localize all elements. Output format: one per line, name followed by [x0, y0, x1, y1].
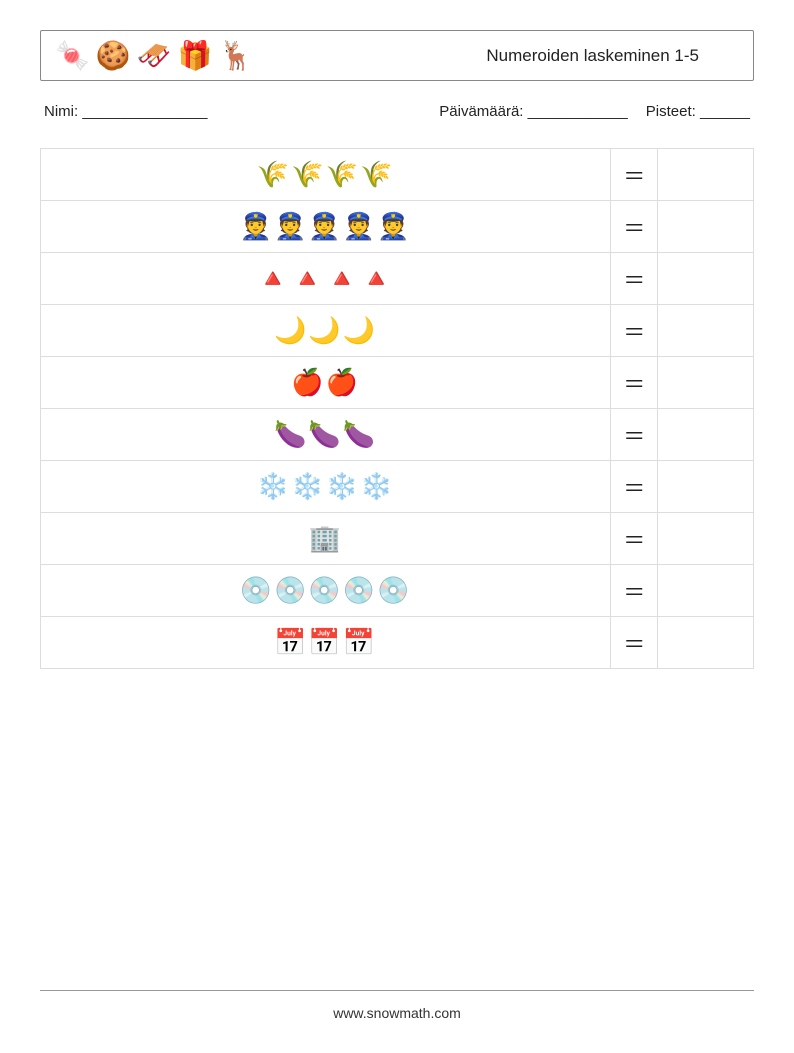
- answer-cell[interactable]: [658, 149, 754, 201]
- header-icon-3: 🎁: [178, 39, 213, 72]
- answer-cell[interactable]: [658, 253, 754, 305]
- table-row: 🏢＝: [41, 513, 754, 565]
- answer-cell[interactable]: [658, 565, 754, 617]
- table-row: 🌙🌙🌙＝: [41, 305, 754, 357]
- header-icon-0: 🍬: [55, 39, 90, 72]
- footer-divider: [40, 990, 754, 991]
- answer-cell[interactable]: [658, 357, 754, 409]
- footer-text: www.snowmath.com: [0, 1005, 794, 1021]
- score-field[interactable]: Pisteet: ______: [646, 103, 750, 120]
- equals-cell: ＝: [611, 305, 658, 357]
- equals-cell: ＝: [611, 617, 658, 669]
- counting-icons-cell: 👮👮👮👮👮: [41, 201, 611, 253]
- equals-cell: ＝: [611, 357, 658, 409]
- worksheet-table: 🌾🌾🌾🌾＝👮👮👮👮👮＝🔺🔺🔺🔺＝🌙🌙🌙＝🍎🍎＝🍆🍆🍆＝❄️❄️❄️❄️＝🏢＝💿💿…: [40, 148, 754, 669]
- counting-icons-cell: 🍆🍆🍆: [41, 409, 611, 461]
- equals-cell: ＝: [611, 565, 658, 617]
- equals-cell: ＝: [611, 253, 658, 305]
- table-row: 🔺🔺🔺🔺＝: [41, 253, 754, 305]
- equals-cell: ＝: [611, 409, 658, 461]
- counting-icons-cell: ❄️❄️❄️❄️: [41, 461, 611, 513]
- table-row: 🍎🍎＝: [41, 357, 754, 409]
- name-field[interactable]: Nimi: _______________: [44, 103, 207, 120]
- answer-cell[interactable]: [658, 461, 754, 513]
- worksheet-title: Numeroiden laskeminen 1-5: [486, 46, 739, 66]
- header-icon-1: 🍪: [96, 39, 131, 72]
- table-row: 🌾🌾🌾🌾＝: [41, 149, 754, 201]
- header-icon-2: 🛷: [137, 39, 172, 72]
- equals-cell: ＝: [611, 201, 658, 253]
- date-field[interactable]: Päivämäärä: ____________: [439, 103, 627, 120]
- equals-cell: ＝: [611, 461, 658, 513]
- header-icon-4: 🦌: [219, 39, 254, 72]
- equals-cell: ＝: [611, 513, 658, 565]
- counting-icons-cell: 🌾🌾🌾🌾: [41, 149, 611, 201]
- counting-icons-cell: 🔺🔺🔺🔺: [41, 253, 611, 305]
- table-row: 🍆🍆🍆＝: [41, 409, 754, 461]
- table-row: ❄️❄️❄️❄️＝: [41, 461, 754, 513]
- counting-icons-cell: 🏢: [41, 513, 611, 565]
- counting-icons-cell: 📅📅📅: [41, 617, 611, 669]
- answer-cell[interactable]: [658, 513, 754, 565]
- counting-icons-cell: 💿💿💿💿💿: [41, 565, 611, 617]
- table-row: 👮👮👮👮👮＝: [41, 201, 754, 253]
- counting-icons-cell: 🍎🍎: [41, 357, 611, 409]
- answer-cell[interactable]: [658, 409, 754, 461]
- answer-cell[interactable]: [658, 201, 754, 253]
- equals-cell: ＝: [611, 149, 658, 201]
- table-row: 💿💿💿💿💿＝: [41, 565, 754, 617]
- table-row: 📅📅📅＝: [41, 617, 754, 669]
- header-icons: 🍬🍪🛷🎁🦌: [55, 39, 253, 72]
- counting-icons-cell: 🌙🌙🌙: [41, 305, 611, 357]
- info-row: Nimi: _______________ Päivämäärä: ______…: [40, 103, 754, 120]
- header-box: 🍬🍪🛷🎁🦌 Numeroiden laskeminen 1-5: [40, 30, 754, 81]
- answer-cell[interactable]: [658, 305, 754, 357]
- answer-cell[interactable]: [658, 617, 754, 669]
